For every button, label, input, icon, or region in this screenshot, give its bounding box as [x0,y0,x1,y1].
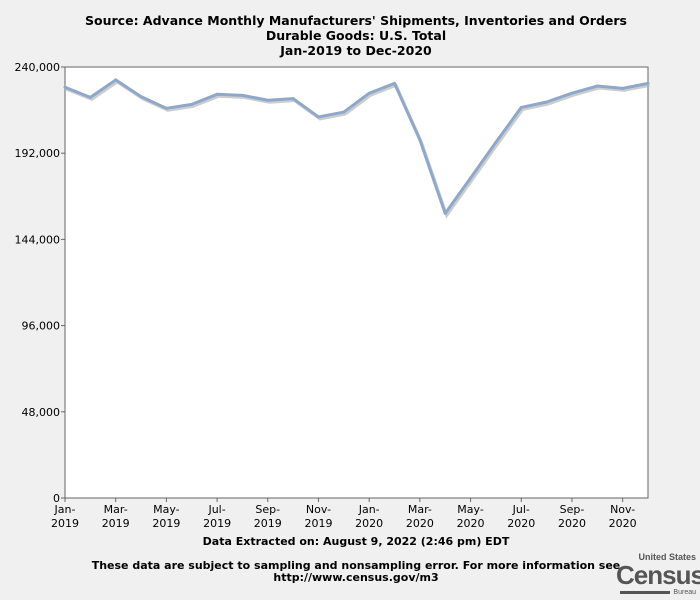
data-point [469,176,473,180]
data-point [63,85,67,89]
y-tick-label: 0 [53,492,60,505]
data-point [443,211,447,215]
census-link[interactable]: http://www.census.gov/m3 [273,571,439,584]
data-point [595,84,599,88]
x-tick-label: 2019 [51,517,79,530]
data-point [139,95,143,99]
x-tick-label: 2020 [355,517,383,530]
chart-title-line-1: Source: Advance Monthly Manufacturers' S… [85,13,627,28]
logo-bottom-text: Bureau [673,589,696,596]
chart-title-line-3: Jan-2019 to Dec-2020 [280,43,432,58]
x-tick-label: 2020 [457,517,485,530]
data-point [190,102,194,106]
logo-top-text: United States [638,552,696,562]
data-point [215,92,219,96]
x-tick-label: Sep- [560,503,585,516]
x-tick-label: 2019 [152,517,180,530]
x-tick-label: Jul- [512,503,530,516]
x-tick-label: May- [457,503,484,516]
census-logo: United States Census Bureau [616,552,700,599]
y-tick-label: 96,000 [22,320,61,333]
plot-area [64,66,649,499]
y-tick-label: 192,000 [15,147,61,160]
x-tick-label: 2019 [304,517,332,530]
x-tick-label: 2020 [609,517,637,530]
x-tick-label: May- [153,503,180,516]
data-point [114,78,118,82]
y-tick-label: 240,000 [15,61,61,74]
data-point [316,115,320,119]
data-point [88,95,92,99]
x-tick-label: 2019 [102,517,130,530]
data-point [164,106,168,110]
data-point [240,93,244,97]
chart-title-line-2: Durable Goods: U.S. Total [265,28,447,43]
data-point [646,81,650,85]
x-tick-label: Nov- [610,503,635,516]
x-tick-label: Mar- [408,503,432,516]
logo-bottom-row: Bureau [616,588,696,597]
data-point [342,110,346,114]
x-axis-label: Data Extracted on: August 9, 2022 (2:46 … [202,535,510,548]
x-tick-label: Nov- [306,503,331,516]
data-point [291,97,295,101]
x-tick-label: Jan- [358,503,380,516]
logo-bar [620,591,671,594]
data-point [266,98,270,102]
data-point [393,81,397,85]
x-tick-label: 2020 [558,517,586,530]
x-tick-label: Jan- [54,503,76,516]
x-tick-label: 2019 [254,517,282,530]
data-point [494,140,498,144]
x-tick-label: Mar- [104,503,128,516]
data-point [367,91,371,95]
logo-main-text: Census [616,560,700,590]
data-point [545,100,549,104]
x-tick-label: Jul- [207,503,225,516]
data-point [418,138,422,142]
disclaimer-text: These data are subject to sampling and n… [91,559,621,572]
y-tick-label: 48,000 [22,406,61,419]
data-point [570,91,574,95]
x-tick-label: 2020 [406,517,434,530]
x-tick-label: Sep- [255,503,280,516]
x-tick-label: 2020 [507,517,535,530]
data-point [519,105,523,109]
x-tick-label: 2019 [203,517,231,530]
series-line [64,78,649,215]
y-tick-label: 144,000 [15,233,61,246]
data-point [621,86,625,90]
